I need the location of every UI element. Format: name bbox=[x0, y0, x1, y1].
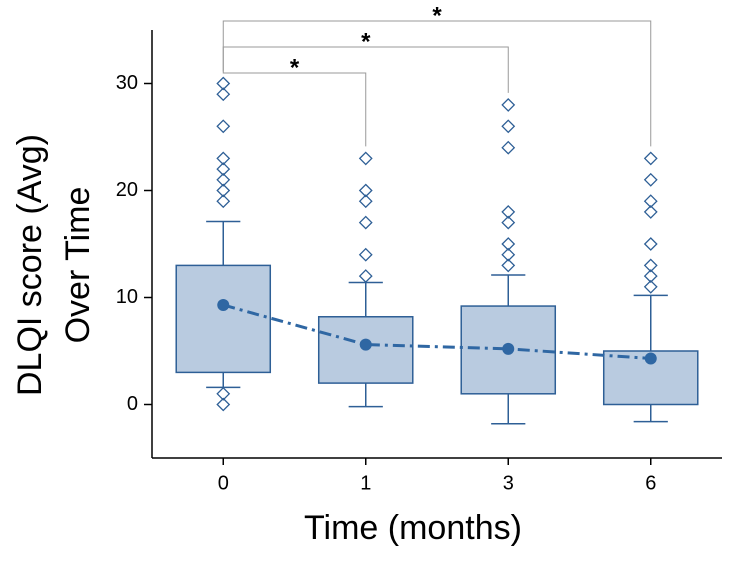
outlier bbox=[216, 87, 231, 102]
outlier bbox=[643, 151, 658, 166]
x-tick-label: 3 bbox=[503, 472, 514, 494]
outlier bbox=[501, 204, 516, 219]
y-axis-label: Over Time bbox=[59, 187, 97, 344]
y-tick-label: 10 bbox=[116, 286, 138, 308]
outlier bbox=[358, 269, 373, 284]
outlier bbox=[216, 76, 231, 91]
outlier bbox=[643, 204, 658, 219]
outlier bbox=[643, 194, 658, 209]
x-axis-label: Time (months) bbox=[304, 509, 522, 547]
box bbox=[175, 264, 272, 374]
mean-dot bbox=[217, 298, 230, 311]
significance-bracket bbox=[222, 71, 367, 147]
outlier bbox=[501, 119, 516, 134]
outlier bbox=[501, 215, 516, 230]
outlier bbox=[501, 97, 516, 112]
y-tick-label: 20 bbox=[116, 179, 138, 201]
mean-dot bbox=[359, 338, 372, 351]
significance-label: * bbox=[361, 28, 371, 55]
outlier bbox=[216, 397, 231, 412]
y-tick-label: 30 bbox=[116, 72, 138, 94]
outlier bbox=[643, 172, 658, 187]
mean-dot bbox=[502, 342, 515, 355]
outlier bbox=[643, 237, 658, 251]
outlier bbox=[216, 183, 231, 198]
significance-label: * bbox=[290, 54, 300, 81]
significance-bracket bbox=[222, 20, 652, 147]
x-tick-label: 6 bbox=[645, 472, 656, 494]
outlier bbox=[216, 386, 231, 401]
y-tick-label: 0 bbox=[127, 393, 138, 415]
outlier bbox=[501, 247, 516, 262]
outlier bbox=[358, 247, 373, 262]
outlier bbox=[501, 258, 516, 273]
outlier bbox=[643, 279, 658, 294]
outlier bbox=[358, 215, 373, 230]
outlier bbox=[501, 237, 516, 251]
outlier bbox=[643, 258, 658, 273]
mean-dot bbox=[644, 352, 657, 365]
mean-line bbox=[222, 303, 651, 360]
outlier bbox=[216, 194, 231, 209]
x-tick-label: 0 bbox=[218, 472, 229, 494]
outlier bbox=[358, 183, 373, 198]
outlier bbox=[216, 172, 231, 187]
y-axis-label: DLQI score (Avg) bbox=[11, 134, 49, 396]
outlier bbox=[643, 269, 658, 284]
outlier bbox=[216, 119, 231, 134]
x-tick-label: 1 bbox=[360, 472, 371, 494]
outlier bbox=[216, 151, 231, 166]
significance-label: * bbox=[432, 2, 442, 29]
outlier bbox=[358, 194, 373, 209]
outlier bbox=[501, 140, 516, 155]
outlier bbox=[216, 162, 231, 177]
outlier bbox=[358, 151, 373, 166]
